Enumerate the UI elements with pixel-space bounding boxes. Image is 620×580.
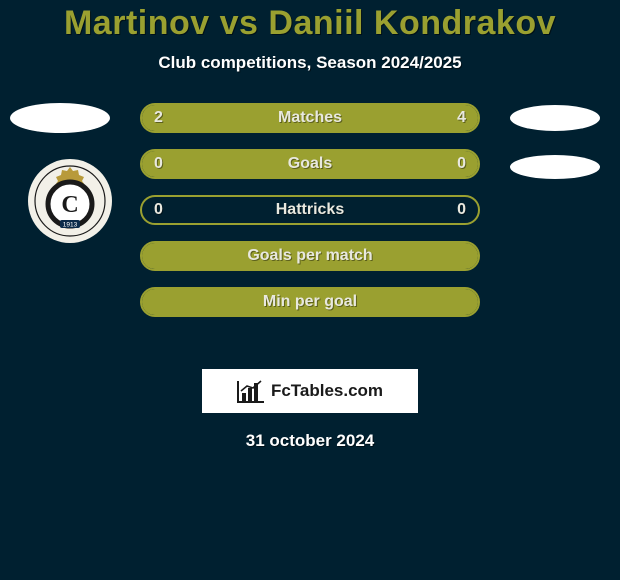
- stat-bar: Matches24: [140, 103, 480, 133]
- player1-badge-placeholder: [10, 103, 110, 133]
- stat-value-left: 0: [154, 197, 163, 223]
- stat-value-right: 0: [457, 197, 466, 223]
- footer-date: 31 october 2024: [0, 431, 620, 451]
- stat-label: Hattricks: [142, 197, 478, 223]
- player1-name: Martinov: [64, 4, 210, 42]
- comparison-title: Martinov vs Daniil Kondrakov: [0, 0, 620, 43]
- stat-bars: Matches24 Goals00 Hattricks0 0 Goals per mat…: [140, 103, 480, 333]
- stat-fill-right: [142, 289, 478, 315]
- stat-fill-right: [253, 105, 478, 131]
- stat-bar: Goals per match: [140, 241, 480, 271]
- brand-text: FcTables.com: [271, 381, 383, 401]
- stat-fill-left: [142, 105, 253, 131]
- svg-text:C: C: [61, 192, 78, 218]
- stat-bar: Hattricks0 0: [140, 195, 480, 225]
- stat-bar: Goals00: [140, 149, 480, 179]
- vs-text: vs: [220, 4, 259, 42]
- stat-fill-right: [142, 243, 478, 269]
- player2-name: Daniil Kondrakov: [268, 4, 556, 42]
- player2-badge-placeholder-1: [510, 105, 600, 131]
- club-crest-icon: C 1913: [33, 164, 107, 238]
- stat-bar: Min per goal: [140, 287, 480, 317]
- comparison-panel: C 1913 Matches24 Goals00 Hattricks0 0 Goals …: [0, 103, 620, 363]
- bar-chart-icon: [237, 379, 265, 403]
- subtitle: Club competitions, Season 2024/2025: [0, 53, 620, 73]
- svg-text:1913: 1913: [63, 222, 78, 229]
- player2-badge-placeholder-2: [510, 155, 600, 179]
- brand-box: FcTables.com: [202, 369, 418, 413]
- stat-fill-right: [142, 151, 478, 177]
- club-logo: C 1913: [28, 159, 112, 243]
